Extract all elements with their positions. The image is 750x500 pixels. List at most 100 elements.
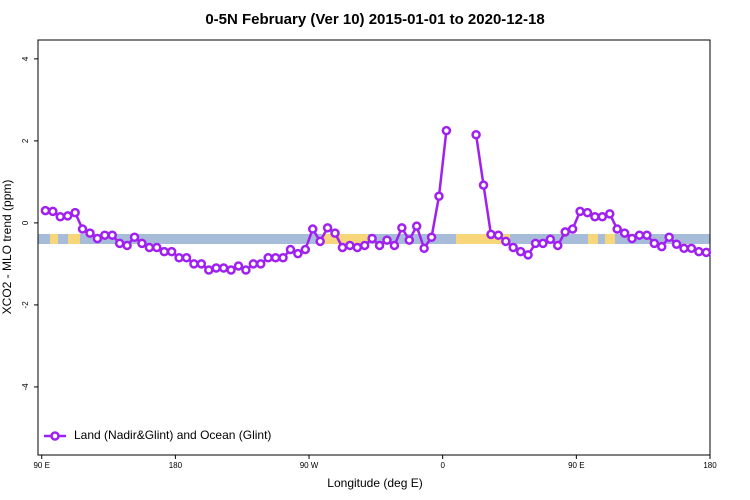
data-point [530, 238, 541, 249]
data-point [426, 232, 437, 242]
data-point [515, 246, 526, 257]
data-point [137, 238, 147, 249]
data-point [248, 259, 259, 269]
data-point [62, 211, 73, 221]
x-tick-label: 0 [440, 461, 445, 470]
data-point [397, 223, 407, 233]
y-tick-label: -4 [21, 383, 30, 391]
data-point [671, 239, 682, 249]
legend-label: Land (Nadir&Glint) and Ocean (Glint) [74, 428, 271, 442]
data-point [389, 240, 400, 251]
data-line [45, 130, 707, 272]
data-point [256, 259, 266, 269]
data-point [493, 230, 504, 240]
y-axis-label: XCO2 - MLO trend (ppm) [0, 180, 14, 315]
data-point [129, 232, 140, 242]
data-point [307, 224, 318, 234]
data-point [144, 242, 155, 253]
data-point [686, 243, 697, 254]
data-point [545, 234, 556, 245]
data-point [226, 265, 236, 275]
data-point [575, 206, 585, 217]
data-point [107, 230, 118, 240]
data-point [404, 235, 415, 245]
data-point [553, 240, 563, 251]
data-point [374, 240, 385, 251]
data-point [293, 248, 303, 259]
data-point [612, 224, 622, 234]
data-point [694, 246, 704, 257]
x-tick-label: 90 W [300, 461, 319, 470]
data-point [627, 233, 637, 244]
data-point [152, 242, 162, 253]
data-point [114, 238, 125, 249]
data-point [166, 246, 177, 257]
data-point [204, 265, 214, 275]
chart-title: 0-5N February (Ver 10) 2015-01-01 to 202… [205, 11, 544, 28]
data-point [560, 227, 570, 237]
x-tick-label: 180 [703, 461, 717, 470]
data-point [218, 263, 229, 273]
data-point [241, 265, 251, 275]
data-point [189, 259, 199, 269]
data-point [471, 129, 481, 140]
plot-frame [37, 39, 711, 456]
data-point [122, 240, 132, 251]
data-point [582, 207, 593, 218]
data-point [315, 236, 325, 247]
data-point [419, 243, 429, 254]
data-point [567, 224, 578, 234]
data-point [434, 191, 444, 201]
data-point [501, 236, 511, 247]
data-point [40, 205, 51, 216]
data-point [48, 206, 58, 217]
data-point [100, 230, 110, 240]
data-point [270, 253, 281, 263]
data-point [85, 228, 95, 238]
data-point [181, 253, 192, 263]
data-point [664, 232, 674, 242]
data-point [411, 221, 422, 231]
data-point [478, 180, 489, 190]
y-tick-label: 2 [21, 138, 30, 143]
data-point [538, 238, 548, 249]
data-point [337, 242, 348, 253]
data-point [322, 223, 333, 233]
data-point [486, 229, 496, 240]
data-point [642, 230, 652, 240]
data-point [508, 242, 518, 253]
data-point [77, 224, 88, 234]
data-point [597, 211, 608, 222]
x-axis-label: Longitude (deg E) [327, 476, 422, 490]
data-point [590, 211, 600, 222]
data-point [92, 233, 103, 244]
data-point [634, 230, 645, 240]
data-point [300, 244, 311, 255]
data-point [55, 211, 66, 222]
data-point [211, 263, 221, 273]
y-tick-label: 4 [21, 56, 30, 61]
data-point [196, 259, 207, 269]
data-point [263, 253, 273, 263]
data-point [70, 207, 80, 218]
data-point [701, 247, 712, 258]
data-point [382, 235, 392, 245]
data-point [649, 238, 660, 249]
data-point [656, 241, 667, 252]
data-point [352, 242, 363, 253]
data-point [619, 228, 630, 238]
data-point [285, 244, 296, 255]
data-point [330, 228, 340, 238]
x-tick-label: 90 E [33, 461, 49, 470]
data-point [679, 243, 689, 254]
x-tick-label: 180 [169, 461, 183, 470]
y-tick-label: 0 [21, 220, 30, 225]
data-point [174, 253, 184, 263]
data-point [345, 240, 355, 251]
data-point [441, 125, 452, 136]
data-point [233, 261, 244, 271]
x-tick-label: 90 E [568, 461, 584, 470]
data-point [278, 253, 288, 263]
data-point [523, 250, 533, 260]
